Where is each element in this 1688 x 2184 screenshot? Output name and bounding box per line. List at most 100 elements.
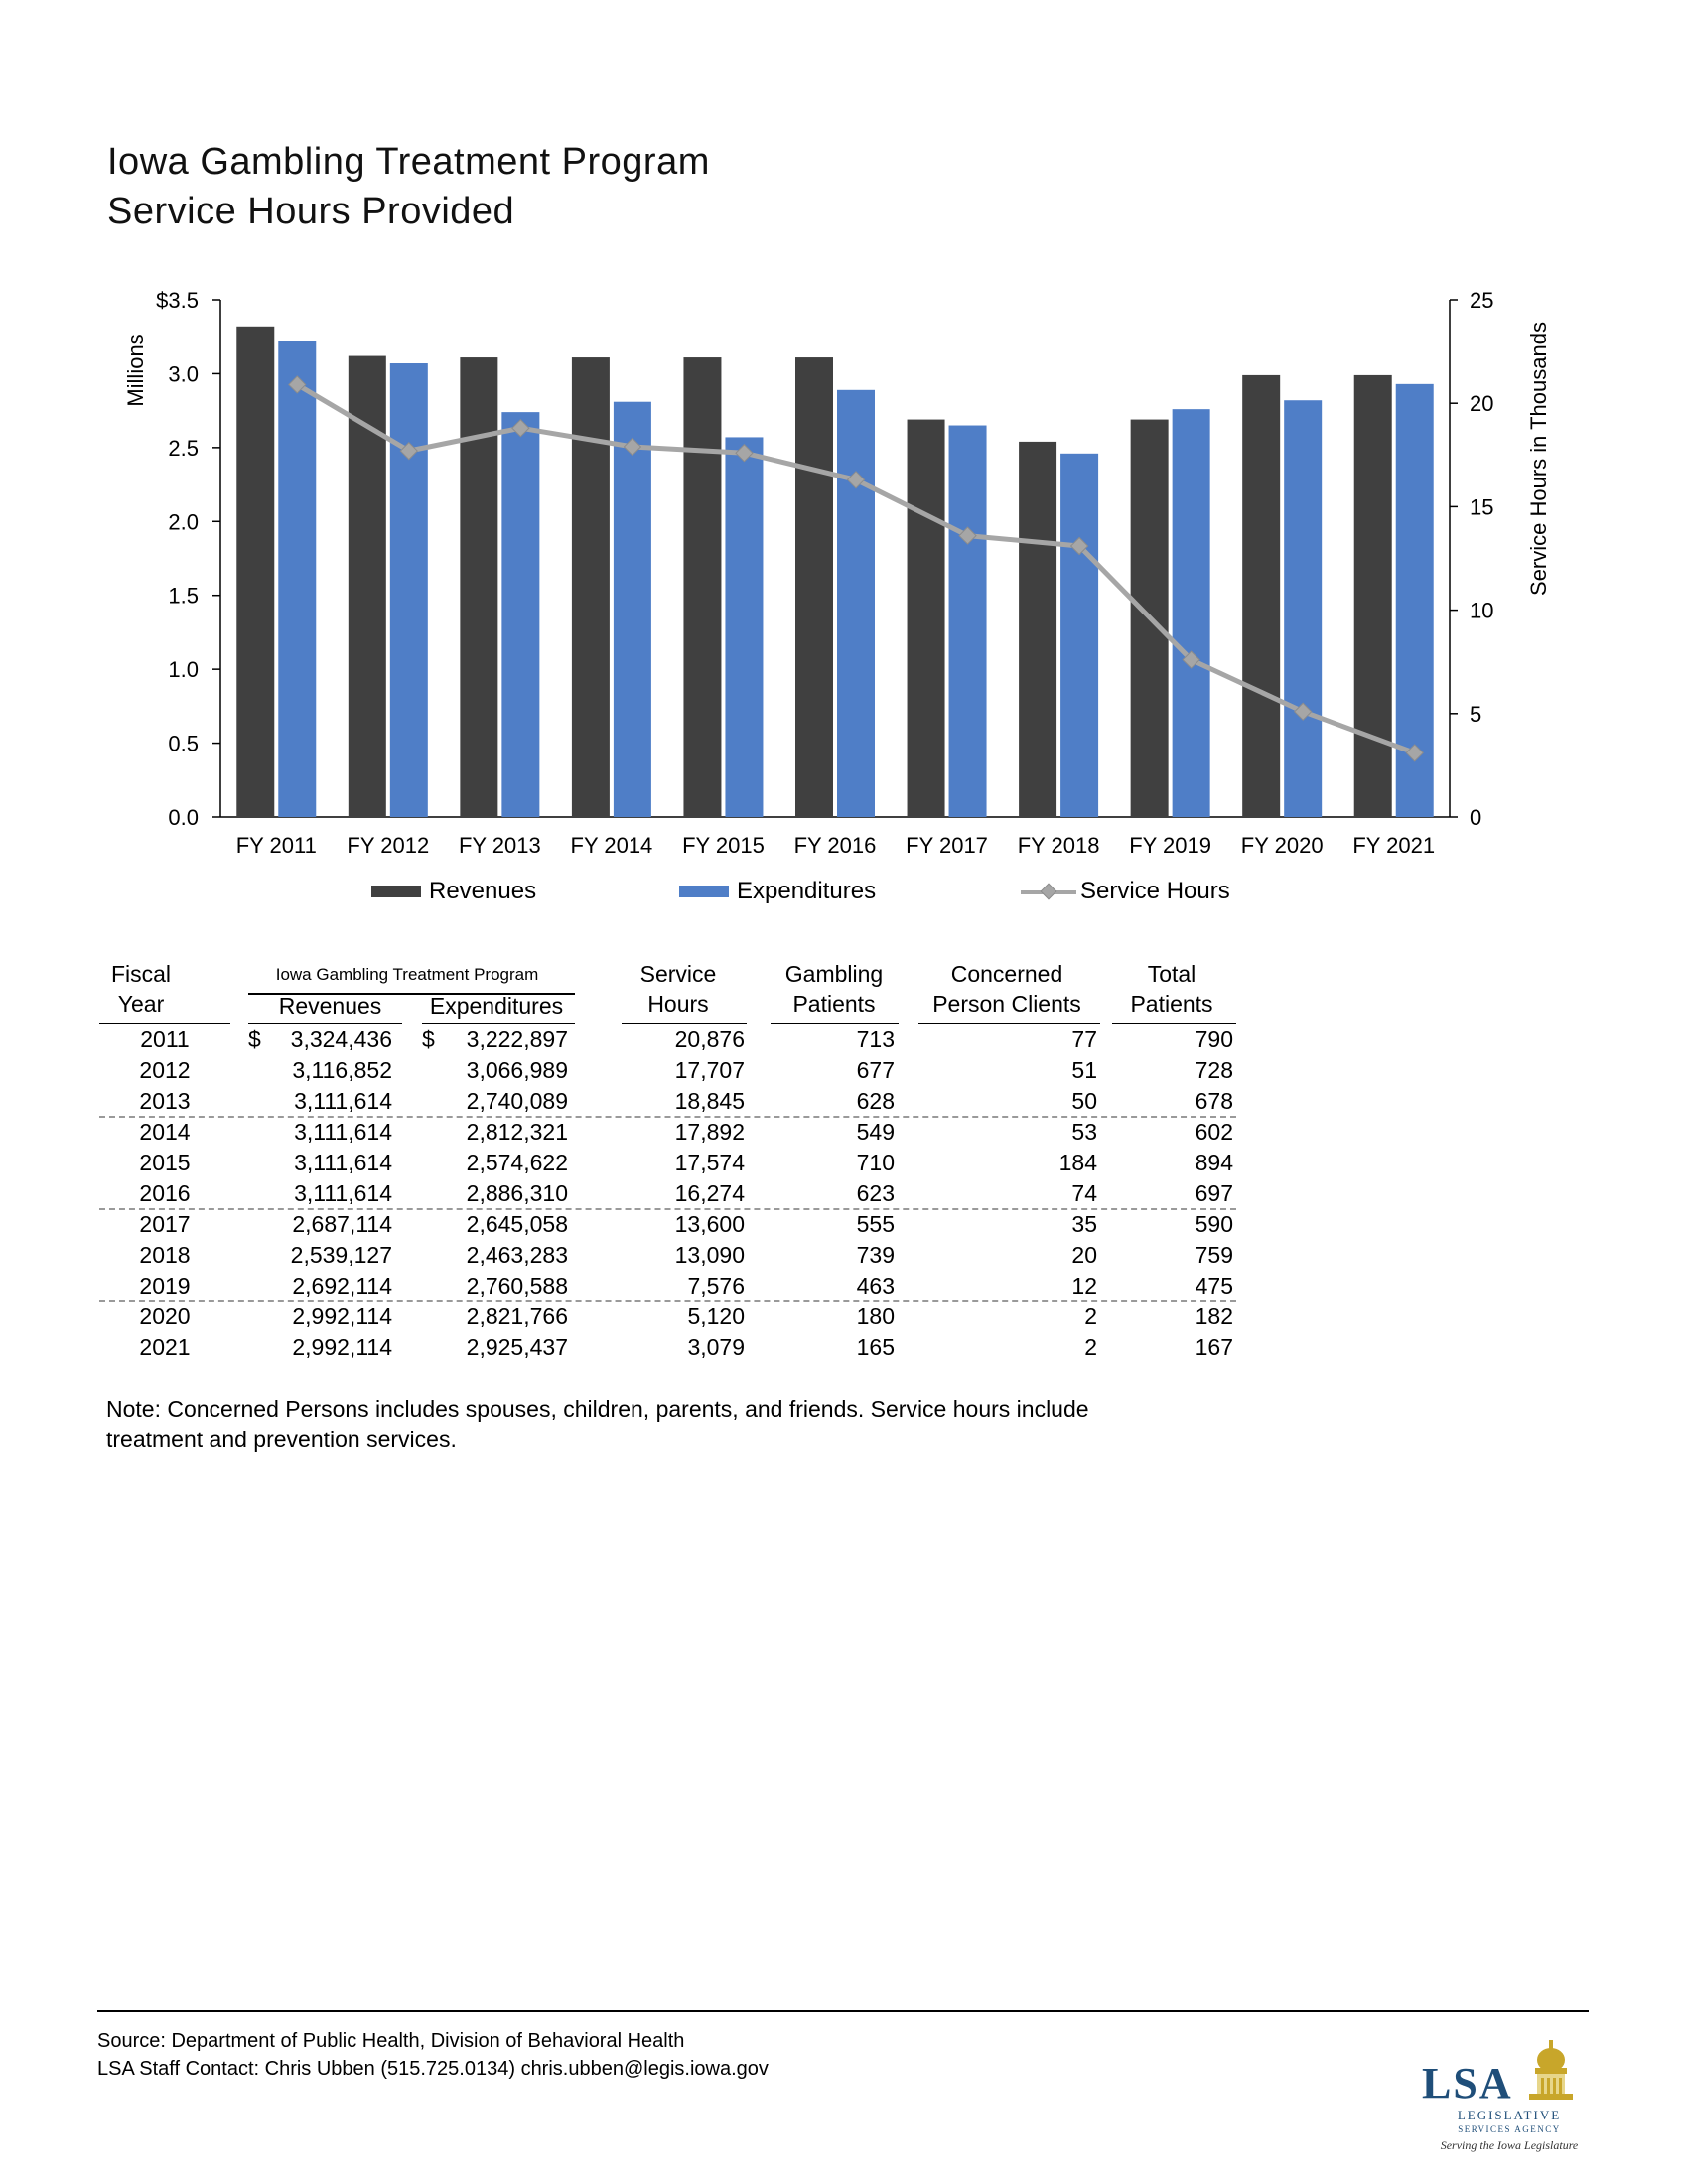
cell-exp: 2,886,310 (466, 1180, 568, 1206)
cell-rev: 2,992,114 (292, 1303, 392, 1329)
cell-year: 2013 (139, 1088, 191, 1114)
header-gambling-line2: Patients (792, 991, 876, 1017)
cell-year: 2020 (139, 1303, 191, 1329)
cell-hours: 13,090 (674, 1242, 745, 1268)
cell-exp: 3,222,897 (466, 1026, 568, 1052)
cell-gamb: 739 (856, 1242, 895, 1268)
cell-hours: 5,120 (687, 1303, 745, 1329)
cell-total: 894 (1195, 1150, 1233, 1175)
cell-rev: 2,539,127 (290, 1242, 392, 1268)
y-axis-title-left: Millions (123, 334, 148, 406)
cell-total: 475 (1195, 1273, 1233, 1298)
cell-conc: 51 (1071, 1057, 1097, 1083)
cell-hours: 18,845 (674, 1088, 745, 1114)
logo-legislative-text: LEGISLATIVE (1458, 2108, 1561, 2122)
cell-total: 759 (1195, 1242, 1233, 1268)
cell-rev: 2,992,114 (292, 1334, 392, 1360)
cell-rev: 2,687,114 (292, 1211, 392, 1237)
cell-gamb: 555 (856, 1211, 895, 1237)
legend-swatch-service-hours (1021, 883, 1076, 900)
bar-expenditures (1172, 409, 1210, 817)
point-service-hours (1182, 650, 1200, 669)
cell-exp: 2,645,058 (466, 1211, 568, 1237)
x-tick-label: FY 2020 (1241, 833, 1324, 858)
table-row: 2017 2,687,114 2,645,058 13,600 555 35 590 (99, 1209, 1241, 1240)
x-tick-label: FY 2014 (571, 833, 653, 858)
legend-label-service-hours: Service Hours (1080, 878, 1230, 904)
cell-year: 2011 (140, 1026, 190, 1052)
data-table: Fiscal Year Iowa Gambling Treatment Prog… (99, 959, 1241, 1363)
table-row: 2011 3,324,436 3,222,897 20,876 713 77 790 $ $ (99, 1024, 1241, 1055)
bar-expenditures (1060, 453, 1099, 817)
table-row: 2013 3,111,614 2,740,089 18,845 628 50 678 (99, 1086, 1241, 1118)
bar-expenditures (948, 425, 987, 817)
cell-conc: 20 (1071, 1242, 1097, 1268)
x-tick-label: FY 2013 (459, 833, 541, 858)
cell-rev: 3,111,614 (294, 1180, 392, 1206)
cell-rev: 3,111,614 (294, 1150, 392, 1175)
point-service-hours (735, 444, 754, 463)
bar-revenues (683, 357, 722, 817)
header-total-patients: Total Patients (1110, 959, 1233, 1019)
point-service-hours (1293, 702, 1313, 721)
cell-total: 678 (1195, 1088, 1233, 1114)
cell-total: 182 (1195, 1303, 1233, 1329)
y-tick-label-left: 1.0 (168, 657, 199, 682)
title-line-2: Service Hours Provided (107, 191, 515, 232)
y-tick-label-left: 3.0 (168, 361, 199, 386)
source-block: Source: Department of Public Health, Div… (97, 2027, 769, 2083)
row-separator (99, 1300, 1236, 1302)
cell-conc: 35 (1071, 1211, 1097, 1237)
header-expenditures: Expenditures (429, 993, 564, 1019)
y-tick-label-left: $3.5 (156, 288, 199, 313)
cell-hours: 13,600 (674, 1211, 745, 1237)
cell-hours: 16,274 (674, 1180, 745, 1206)
x-tick-label: FY 2011 (236, 833, 317, 858)
cell-gamb: 677 (856, 1057, 895, 1083)
header-concerned-line1: Concerned (950, 961, 1063, 987)
cell-gamb: 549 (856, 1119, 895, 1145)
bar-expenditures (501, 412, 540, 817)
cell-total: 167 (1195, 1334, 1233, 1360)
chart-legend: Revenues Expenditures Service Hours (0, 878, 1688, 911)
bar-revenues (1242, 374, 1281, 817)
header-service-line2: Hours (647, 991, 709, 1017)
point-service-hours (958, 526, 977, 545)
point-service-hours (399, 441, 419, 461)
cell-gamb: 463 (856, 1273, 895, 1298)
cell-year: 2019 (139, 1273, 191, 1298)
cell-gamb: 713 (856, 1026, 895, 1052)
x-tick-label: FY 2019 (1129, 833, 1211, 858)
y-tick-label-right: 10 (1470, 599, 1493, 623)
cell-exp: 2,821,766 (466, 1303, 568, 1329)
cell-gamb: 623 (856, 1180, 895, 1206)
header-total-line2: Patients (1130, 991, 1213, 1017)
bar-expenditures (278, 341, 317, 817)
bar-revenues (236, 326, 275, 817)
bar-expenditures (613, 401, 651, 817)
cell-rev: 3,111,614 (294, 1119, 392, 1145)
table-row: 2016 3,111,614 2,886,310 16,274 623 74 697 (99, 1178, 1241, 1210)
cell-rev: 3,111,614 (294, 1088, 392, 1114)
cell-gamb: 165 (856, 1334, 895, 1360)
bar-expenditures (725, 437, 764, 817)
header-gambling-patients: Gambling Patients (765, 959, 904, 1019)
x-tick-label: FY 2016 (794, 833, 877, 858)
cell-hours: 17,892 (674, 1119, 745, 1145)
cell-hours: 3,079 (687, 1334, 745, 1360)
cell-year: 2015 (139, 1150, 191, 1175)
header-underline-concerned (918, 1023, 1100, 1024)
cell-exp: 2,760,588 (466, 1273, 568, 1298)
header-concerned-line2: Person Clients (932, 991, 1081, 1017)
header-revenues: Revenues (278, 993, 382, 1019)
table-row: 2014 3,111,614 2,812,321 17,892 549 53 602 (99, 1117, 1241, 1148)
legend-swatch-revenues (371, 886, 421, 897)
point-service-hours (1405, 744, 1424, 762)
y-tick-label-right: 0 (1470, 805, 1481, 830)
cell-hours: 7,576 (687, 1273, 745, 1298)
header-total-line1: Total (1147, 961, 1196, 987)
y-tick-label-left: 0.0 (168, 805, 199, 830)
legend-swatch-expenditures (679, 886, 729, 897)
legend-item-expenditures: Expenditures (679, 878, 876, 905)
y-tick-label-right: 5 (1470, 702, 1481, 727)
